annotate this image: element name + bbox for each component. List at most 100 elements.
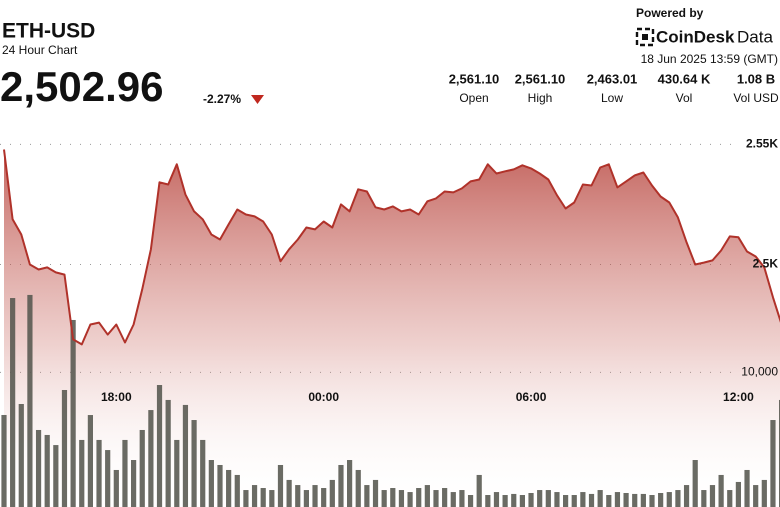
volume-bar [191, 420, 197, 507]
down-arrow [251, 95, 264, 104]
volume-bar [182, 404, 189, 507]
volume-bar [79, 439, 85, 507]
price-line [3, 149, 780, 346]
volume-bar [70, 319, 76, 507]
stat-label: Low [601, 91, 623, 105]
volume-bar [174, 439, 180, 507]
timestamp: 18 Jun 2025 13:59 (GMT) [641, 52, 778, 66]
volume-bar [416, 488, 422, 507]
volume-bar [450, 492, 456, 507]
volume-bar [217, 464, 223, 507]
price-area [4, 149, 780, 507]
volume-bar [744, 469, 750, 507]
volume-bar [649, 495, 655, 507]
volume-bar [459, 490, 465, 507]
y-tick-label: 2.55K [746, 137, 778, 151]
plot-area [0, 143, 780, 507]
volume-bar [571, 495, 577, 507]
volume-bar [243, 490, 249, 507]
volume-bar [398, 490, 405, 507]
volume-bar [35, 429, 42, 507]
volume-bar [113, 469, 119, 507]
volume-bar [96, 439, 102, 507]
volume-bar [701, 490, 707, 507]
volume-bar [735, 481, 741, 507]
volume-bar [580, 492, 586, 507]
brand-logo: CoinDesk Data [635, 27, 773, 46]
volume-bar [200, 439, 206, 507]
volume-bar [355, 469, 361, 507]
y2-tick-label: 10,000 [741, 365, 778, 379]
volume-bar [545, 490, 551, 507]
volume-bar [528, 492, 534, 507]
volume-bar [727, 490, 733, 507]
powered-by: Powered by [636, 6, 704, 20]
volume-bar [511, 493, 517, 507]
volume-bar [321, 488, 327, 507]
volume-bar [329, 479, 335, 507]
volume-bar [251, 485, 258, 507]
volume-bar [753, 485, 759, 507]
brand: CoinDesk [656, 27, 735, 46]
volume-bar [433, 490, 439, 507]
volume-bar [476, 474, 482, 507]
volume-bar [18, 403, 24, 507]
volume-bar [614, 492, 621, 507]
volume-bar [563, 495, 569, 507]
y-tick-label: 2.5K [753, 257, 779, 271]
x-tick-label: 12:00 [723, 390, 754, 404]
stat-value: 2,463.01 [587, 71, 638, 86]
volume-bar [312, 485, 318, 507]
volume-bar [165, 399, 171, 507]
price-change: -2.27% [203, 92, 241, 106]
volume-bar [303, 490, 309, 507]
volume-bar [761, 479, 767, 507]
volume-bar [692, 460, 698, 507]
volume-bar [105, 450, 111, 507]
volume-bar [381, 490, 387, 507]
volume-bar [156, 385, 163, 507]
volume-bar [597, 490, 603, 507]
volume-bar [364, 485, 370, 507]
volume-bar [606, 495, 612, 507]
x-tick-label: 18:00 [101, 390, 132, 404]
stat-value: 2,561.10 [515, 71, 566, 86]
volume-bar [658, 492, 664, 507]
volume-bar [407, 492, 413, 507]
volume-bar [61, 389, 68, 507]
brand-suffix: Data [737, 27, 773, 46]
volume-bar [234, 474, 240, 507]
volume-bar [295, 485, 301, 507]
stats: 2,561.10 Open 2,561.10 High 2,463.01 Low 430.6… [449, 71, 779, 105]
volume-bar [442, 488, 448, 507]
volume-bar [493, 492, 500, 507]
x-tick-label: 00:00 [308, 390, 339, 404]
stat-value: 2,561.10 [449, 71, 500, 86]
volume-bar [554, 492, 560, 507]
current-price: 2,502.96 [0, 63, 164, 110]
volume-bar [1, 414, 7, 507]
stat-label: Vol USD [733, 91, 779, 105]
volume-bar [44, 434, 50, 507]
volume-bar [390, 488, 396, 507]
volume-bar [770, 420, 776, 507]
volume-bar [718, 474, 724, 507]
volume-bar [623, 492, 629, 507]
volume-bar [139, 429, 145, 507]
volume-bar [53, 445, 59, 507]
volume-bar [675, 490, 681, 507]
volume-bar [208, 460, 214, 507]
symbol: ETH-USD [2, 20, 95, 43]
stat-value: 1.08 B [737, 71, 775, 86]
volume-bar [666, 492, 672, 507]
volume-bar [632, 493, 638, 507]
volume-bar [347, 460, 353, 507]
volume-bar [260, 488, 266, 507]
volume-bar [537, 490, 543, 507]
volume-bar [131, 460, 137, 507]
volume-bar [122, 439, 128, 507]
volume-bar [226, 469, 232, 507]
stat-label: Vol [676, 91, 693, 105]
